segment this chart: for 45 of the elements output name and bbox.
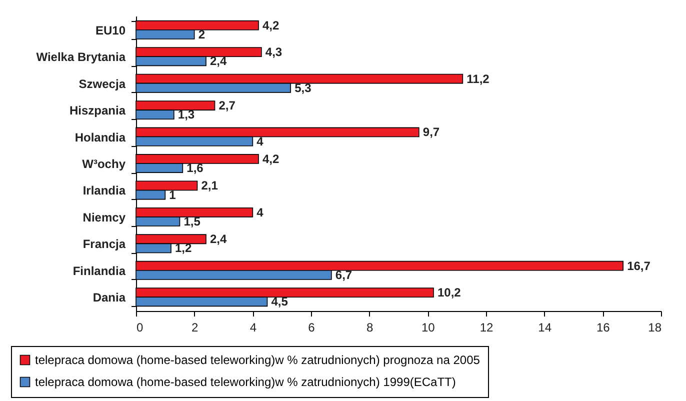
data-label: 9,7 (422, 125, 440, 140)
data-label: 6,7 (335, 268, 352, 282)
data-label: 5,3 (294, 80, 312, 95)
y-tick-label: Hiszpania (69, 104, 126, 118)
y-tick-label: Holandia (74, 130, 126, 144)
x-tick-label: 10 (421, 320, 436, 334)
data-label: 4 (256, 134, 264, 148)
x-tick-label: 18 (648, 320, 662, 334)
data-label: 4,2 (262, 152, 280, 166)
y-tick-label: EU10 (95, 23, 126, 38)
data-label: 2 (198, 27, 206, 42)
data-label: 4 (256, 205, 264, 220)
y-tick-label: W³ochy (82, 157, 126, 171)
data-label: 4,5 (271, 294, 288, 309)
data-label: 2,1 (201, 178, 218, 193)
data-label: 11,2 (466, 72, 490, 86)
x-tick-label: 16 (596, 320, 610, 334)
x-tick-label: 2 (191, 320, 198, 334)
data-label: 1 (169, 188, 176, 202)
data-label: 2,4 (210, 54, 228, 68)
x-tick-label: 8 (366, 320, 374, 334)
data-label: 4,2 (262, 18, 280, 32)
data-label: 4,3 (265, 45, 282, 60)
y-tick-label: Dania (92, 290, 126, 305)
y-tick-label: Wielka Brytania (36, 50, 126, 64)
x-tick-label: 0 (136, 320, 144, 334)
data-label: 2,7 (218, 98, 236, 113)
x-tick-label: 4 (250, 320, 257, 334)
y-tick-label: Finlandia (72, 264, 126, 278)
data-label: 1,2 (175, 241, 192, 256)
y-tick-label: Francja (82, 237, 126, 252)
data-label: 10,2 (438, 286, 462, 300)
x-tick-label: 6 (308, 320, 316, 334)
data-label: 1,3 (178, 108, 195, 122)
x-tick-label: 14 (538, 320, 552, 334)
data-label: 16,7 (627, 258, 651, 273)
legend-label: telepraca domowa (home-based teleworking)w % zatrudnionych) prognoza na 2005 (35, 353, 480, 367)
y-tick-label: Niemcy (82, 210, 126, 224)
data-label: 1,6 (186, 161, 204, 176)
data-label: 2,4 (210, 232, 228, 246)
x-tick-label: 12 (480, 320, 494, 334)
legend-label: telepraca domowa (home-based teleworking)w % zatrudnionych) 1999(ECaTT) (35, 375, 456, 389)
y-tick-label: Szwecja (78, 76, 126, 91)
y-tick-label: Irlandia (82, 184, 126, 198)
data-label: 1,5 (184, 214, 201, 228)
